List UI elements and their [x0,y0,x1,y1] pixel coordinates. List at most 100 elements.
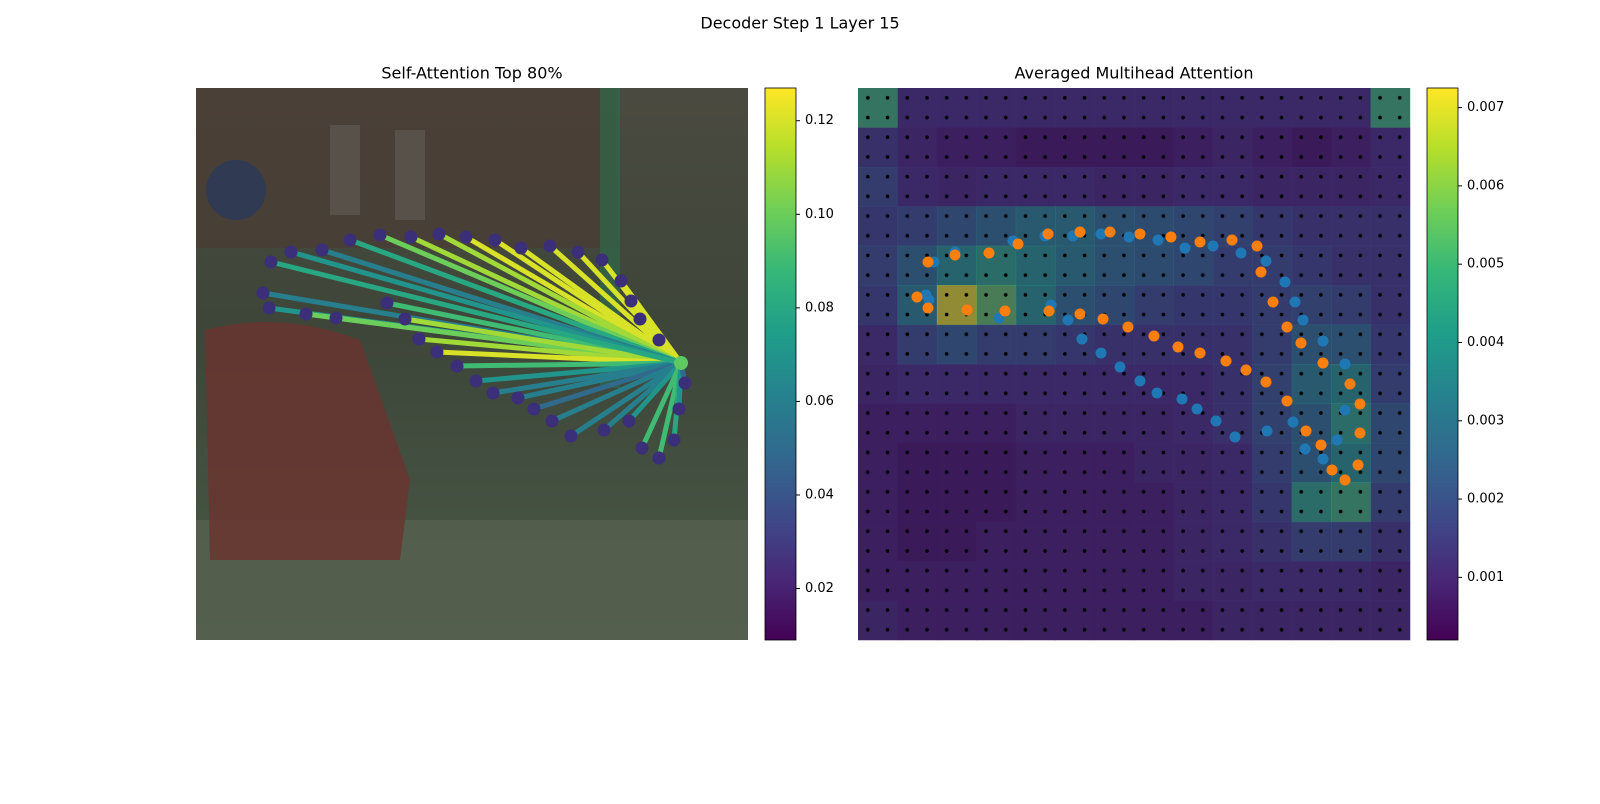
attention-line [569,360,683,439]
point [1317,453,1329,465]
point [1289,296,1301,308]
key-point [514,241,528,255]
point [1260,255,1272,267]
point [1295,337,1307,349]
attention-line [270,259,682,366]
point [1134,228,1146,240]
key-point [672,402,686,416]
query-point [674,356,688,370]
point [1279,276,1291,288]
point [1122,321,1134,333]
key-point [262,301,276,315]
key-point [398,312,412,326]
key-point [329,311,343,325]
key-point [450,359,464,373]
point [1074,308,1086,320]
key-point [667,433,681,447]
point [1260,376,1272,388]
point [1267,296,1279,308]
point [1207,240,1219,252]
colorbar-tick-label: 0.04 [805,487,834,502]
key-point [571,245,585,259]
key-point [412,332,426,346]
point [922,302,934,314]
point [1179,242,1191,254]
point [1165,231,1177,243]
point [1297,314,1309,326]
attention-line [379,232,682,366]
attention-line [550,360,683,424]
key-point [678,376,692,390]
point [1344,378,1356,390]
key-point [595,253,609,267]
colorbar-tick-label: 0.007 [1467,100,1504,115]
point [1354,398,1366,410]
attention-line [404,316,682,366]
point [1281,395,1293,407]
point [1043,305,1055,317]
point [1240,364,1252,376]
key-point [315,243,329,257]
key-point [380,296,394,310]
point [1281,321,1293,333]
point [1176,393,1188,405]
key-point [545,414,559,428]
key-point [635,441,649,455]
point [1317,335,1329,347]
point [1220,355,1232,367]
attention-line [456,360,682,369]
key-point [488,233,502,247]
panel-title: Averaged Multihead Attention [1015,64,1254,83]
key-point [469,374,483,388]
colorbar-tick-label: 0.005 [1467,257,1504,272]
key-point [430,345,444,359]
key-point [256,286,270,300]
point [1148,330,1160,342]
key-point [511,391,525,405]
point [1226,234,1238,246]
key-point [432,227,446,241]
key-point [373,228,387,242]
point [1042,228,1054,240]
key-point [597,423,611,437]
point [1095,347,1107,359]
key-point [564,429,578,443]
point [1152,234,1164,246]
colorbar-tick-label: 0.02 [805,581,834,596]
key-point [624,294,638,308]
point [922,256,934,268]
key-point [543,239,557,253]
panel-title: Self-Attention Top 80% [381,64,562,83]
colorbar-tick-label: 0.006 [1467,178,1504,193]
point [1210,415,1222,427]
colorbar-tick-label: 0.003 [1467,413,1504,428]
colorbar [764,87,797,641]
key-point [459,230,473,244]
point [1095,228,1107,240]
colorbar-tick-label: 0.10 [805,207,834,222]
point [949,249,961,261]
point [1172,341,1184,353]
point [1331,434,1343,446]
point [1114,361,1126,373]
key-point [299,307,313,321]
colorbar-tick-label: 0.12 [805,113,834,128]
attention-line [517,360,682,401]
key-point [264,255,278,269]
point [961,304,973,316]
point [1315,439,1327,451]
point [983,247,995,259]
attention-line [639,361,684,450]
key-point [486,386,500,400]
point [1074,226,1086,238]
point [1326,464,1338,476]
attention-line [349,237,682,366]
point [1287,416,1299,428]
key-point [614,274,628,288]
colorbar-tick-label: 0.08 [805,300,834,315]
attention-line [627,361,683,423]
point [1194,347,1206,359]
point [1235,247,1247,259]
point [1339,358,1351,370]
